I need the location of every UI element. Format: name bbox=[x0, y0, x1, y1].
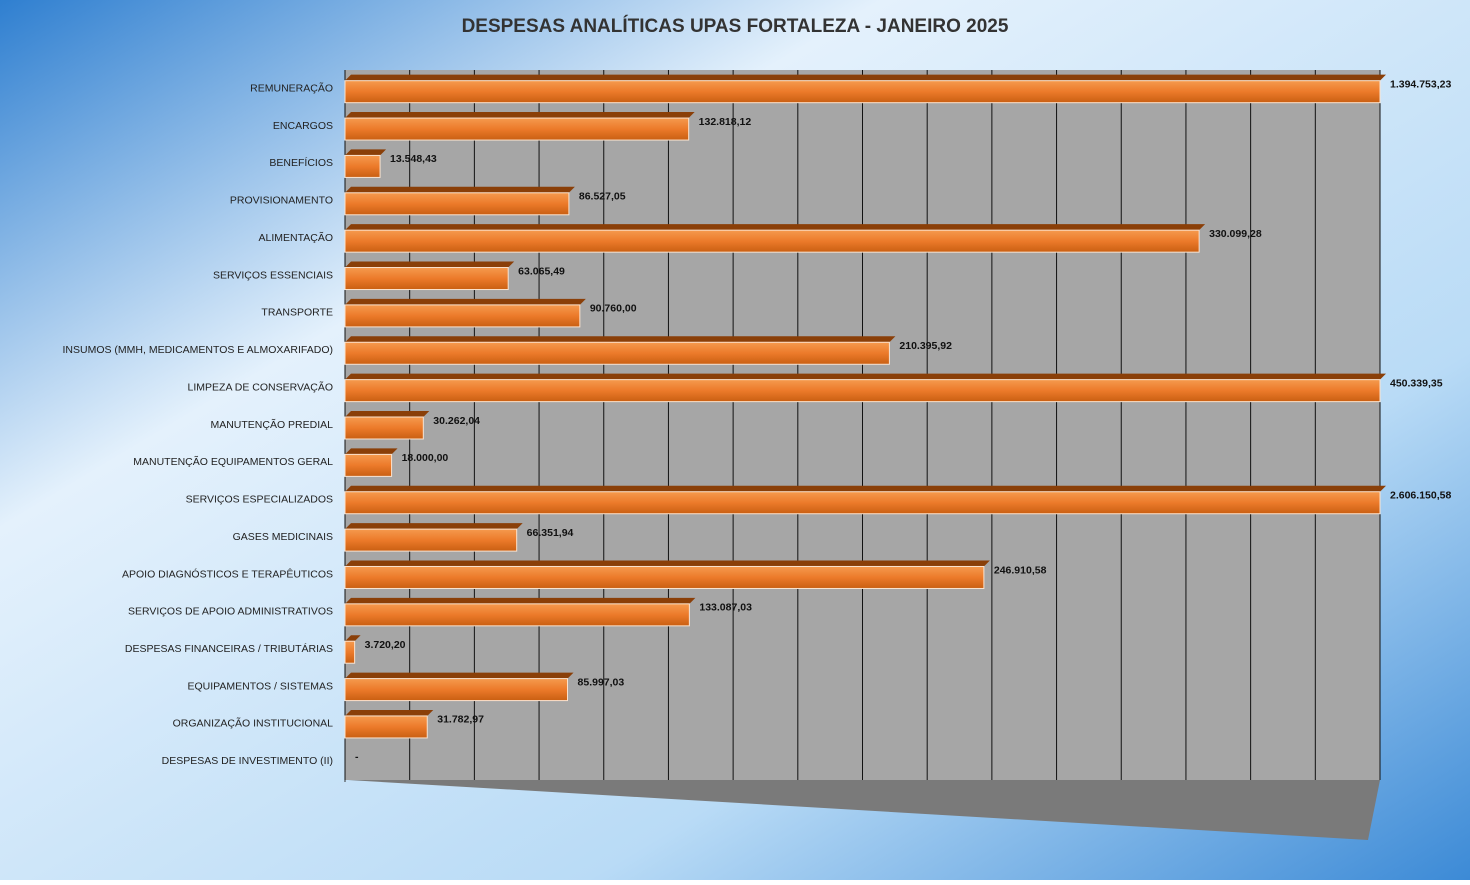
category-label: ENCARGOS bbox=[273, 120, 333, 132]
category-label: MANUTENÇÃO PREDIAL bbox=[210, 418, 333, 431]
bar-top bbox=[345, 149, 387, 156]
bar bbox=[344, 416, 424, 440]
category-label: ALIMENTAÇÃO bbox=[259, 231, 333, 244]
value-label: 63.065,49 bbox=[518, 265, 565, 277]
value-label: 31.782,97 bbox=[437, 714, 484, 726]
category-label: BENEFÍCIOS bbox=[269, 156, 333, 169]
category-label: EQUIPAMENTOS / SISTEMAS bbox=[188, 680, 333, 692]
bar bbox=[344, 154, 381, 178]
bar bbox=[344, 379, 1381, 403]
bar-top bbox=[345, 74, 1386, 81]
chart-title: DESPESAS ANALÍTICAS UPAS FORTALEZA - JAN… bbox=[462, 15, 1009, 37]
value-label: 66.351,94 bbox=[527, 527, 574, 539]
category-label: SERVIÇOS ESSENCIAIS bbox=[213, 269, 333, 281]
category-label: PROVISIONAMENTO bbox=[230, 195, 333, 207]
bar-top bbox=[345, 411, 430, 417]
bar bbox=[344, 640, 356, 664]
value-label: 85.997,03 bbox=[578, 676, 625, 688]
bar bbox=[344, 341, 890, 365]
value-label: 246.910,58 bbox=[994, 564, 1047, 576]
bar-top bbox=[345, 523, 523, 530]
category-label: DESPESAS DE INVESTIMENTO (II) bbox=[162, 755, 333, 767]
bar-top bbox=[345, 112, 695, 119]
category-label: LIMPEZA DE CONSERVAÇÃO bbox=[188, 380, 333, 393]
bar-top bbox=[345, 261, 515, 268]
bar bbox=[344, 453, 393, 477]
bar-top bbox=[345, 298, 586, 305]
value-label: 18.000,00 bbox=[402, 452, 449, 464]
bar bbox=[344, 491, 1381, 515]
bar bbox=[344, 192, 570, 216]
value-label: 3.720,20 bbox=[365, 639, 406, 651]
value-label: 1.394.753,23 bbox=[1390, 78, 1451, 90]
value-label: 86.527,05 bbox=[579, 191, 626, 203]
category-label: GASES MEDICINAIS bbox=[233, 531, 333, 543]
value-label: 132.818,12 bbox=[699, 116, 752, 128]
bar bbox=[344, 267, 509, 291]
value-label: 450.339,35 bbox=[1390, 377, 1443, 389]
value-label: 330.099,28 bbox=[1209, 228, 1262, 240]
category-label: ORGANIZAÇÃO INSTITUCIONAL bbox=[173, 717, 334, 730]
value-label: - bbox=[355, 751, 359, 763]
category-label: INSUMOS (MMH, MEDICAMENTOS E ALMOXARIFAD… bbox=[63, 344, 334, 356]
bar bbox=[344, 565, 985, 589]
bar-top bbox=[345, 709, 434, 716]
category-label: MANUTENÇÃO EQUIPAMENTOS GERAL bbox=[133, 455, 333, 468]
value-label: 210.395,92 bbox=[899, 340, 952, 352]
category-label: SERVIÇOS DE APOIO ADMINISTRATIVOS bbox=[128, 606, 333, 618]
bar-top bbox=[345, 560, 990, 567]
value-label: 133.087,03 bbox=[699, 602, 752, 614]
bar-top bbox=[345, 635, 361, 642]
value-label: 30.262,04 bbox=[433, 415, 480, 427]
category-label: APOIO DIAGNÓSTICOS E TERAPÊUTICOS bbox=[122, 567, 333, 580]
bar-top bbox=[345, 485, 1386, 492]
bar-top bbox=[345, 336, 896, 343]
category-label: DESPESAS FINANCEIRAS / TRIBUTÁRIAS bbox=[125, 642, 333, 655]
value-label: 90.760,00 bbox=[590, 303, 637, 315]
category-label: SERVIÇOS ESPECIALIZADOS bbox=[186, 494, 333, 506]
value-label: 13.548,43 bbox=[390, 153, 437, 165]
plot-floor bbox=[345, 780, 1380, 840]
bar bbox=[344, 603, 690, 627]
bar bbox=[344, 117, 690, 141]
bar bbox=[344, 715, 428, 739]
bar-top bbox=[345, 597, 696, 604]
bar bbox=[344, 528, 518, 552]
category-label: REMUNERAÇÃO bbox=[250, 81, 333, 94]
value-label: 2.606.150,58 bbox=[1390, 490, 1451, 502]
bar-top bbox=[345, 672, 574, 679]
bar-top bbox=[345, 373, 1386, 380]
bar bbox=[344, 229, 1200, 253]
bar bbox=[344, 678, 569, 702]
bar-top bbox=[345, 448, 398, 455]
plot bbox=[344, 70, 1386, 780]
category-label: TRANSPORTE bbox=[261, 307, 333, 319]
bar bbox=[344, 80, 1381, 104]
bar-top bbox=[345, 224, 1206, 231]
bar-top bbox=[345, 186, 575, 193]
bar bbox=[344, 304, 581, 328]
